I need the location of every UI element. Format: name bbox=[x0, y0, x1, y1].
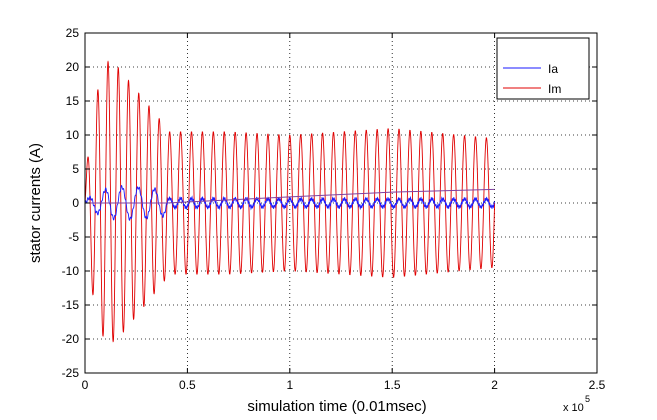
y-tick-label: 5 bbox=[72, 162, 79, 176]
x-tick-label: 1 bbox=[286, 378, 293, 392]
legend-label-im: Im bbox=[548, 82, 561, 96]
y-tick-label: -20 bbox=[62, 332, 80, 346]
x-tick-label: 2.5 bbox=[589, 378, 606, 392]
series-lines bbox=[84, 60, 496, 343]
y-tick-label: 0 bbox=[72, 196, 79, 210]
y-tick-label: 20 bbox=[66, 60, 80, 74]
series-drift-ia bbox=[85, 188, 495, 204]
y-tick-label: -10 bbox=[62, 264, 80, 278]
x-tick-label: 0 bbox=[82, 378, 89, 392]
x-multiplier: x 10 bbox=[563, 402, 584, 414]
x-multiplier-exponent: 5 bbox=[585, 394, 590, 404]
y-tick-label: 10 bbox=[66, 128, 80, 142]
y-axis-title: stator currents (A) bbox=[27, 143, 44, 263]
axis-ticks: 0 0.5 1 1.5 2 2.5 25 20 15 10 5 0 -5 -10 -15 -20 -25 bbox=[62, 26, 606, 392]
x-tick-label: 1.5 bbox=[384, 378, 401, 392]
x-tick-label: 0.5 bbox=[179, 378, 196, 392]
y-tick-label: -5 bbox=[68, 230, 79, 244]
x-axis-title: simulation time (0.01msec) bbox=[247, 398, 426, 415]
legend-label-ia: Ia bbox=[548, 62, 558, 76]
legend: Ia Im bbox=[496, 37, 590, 100]
y-tick-label: -15 bbox=[62, 298, 80, 312]
y-tick-label: 25 bbox=[66, 26, 80, 40]
x-tick-label: 2 bbox=[491, 378, 498, 392]
y-tick-label: 15 bbox=[66, 94, 80, 108]
y-tick-label: -25 bbox=[62, 366, 80, 380]
